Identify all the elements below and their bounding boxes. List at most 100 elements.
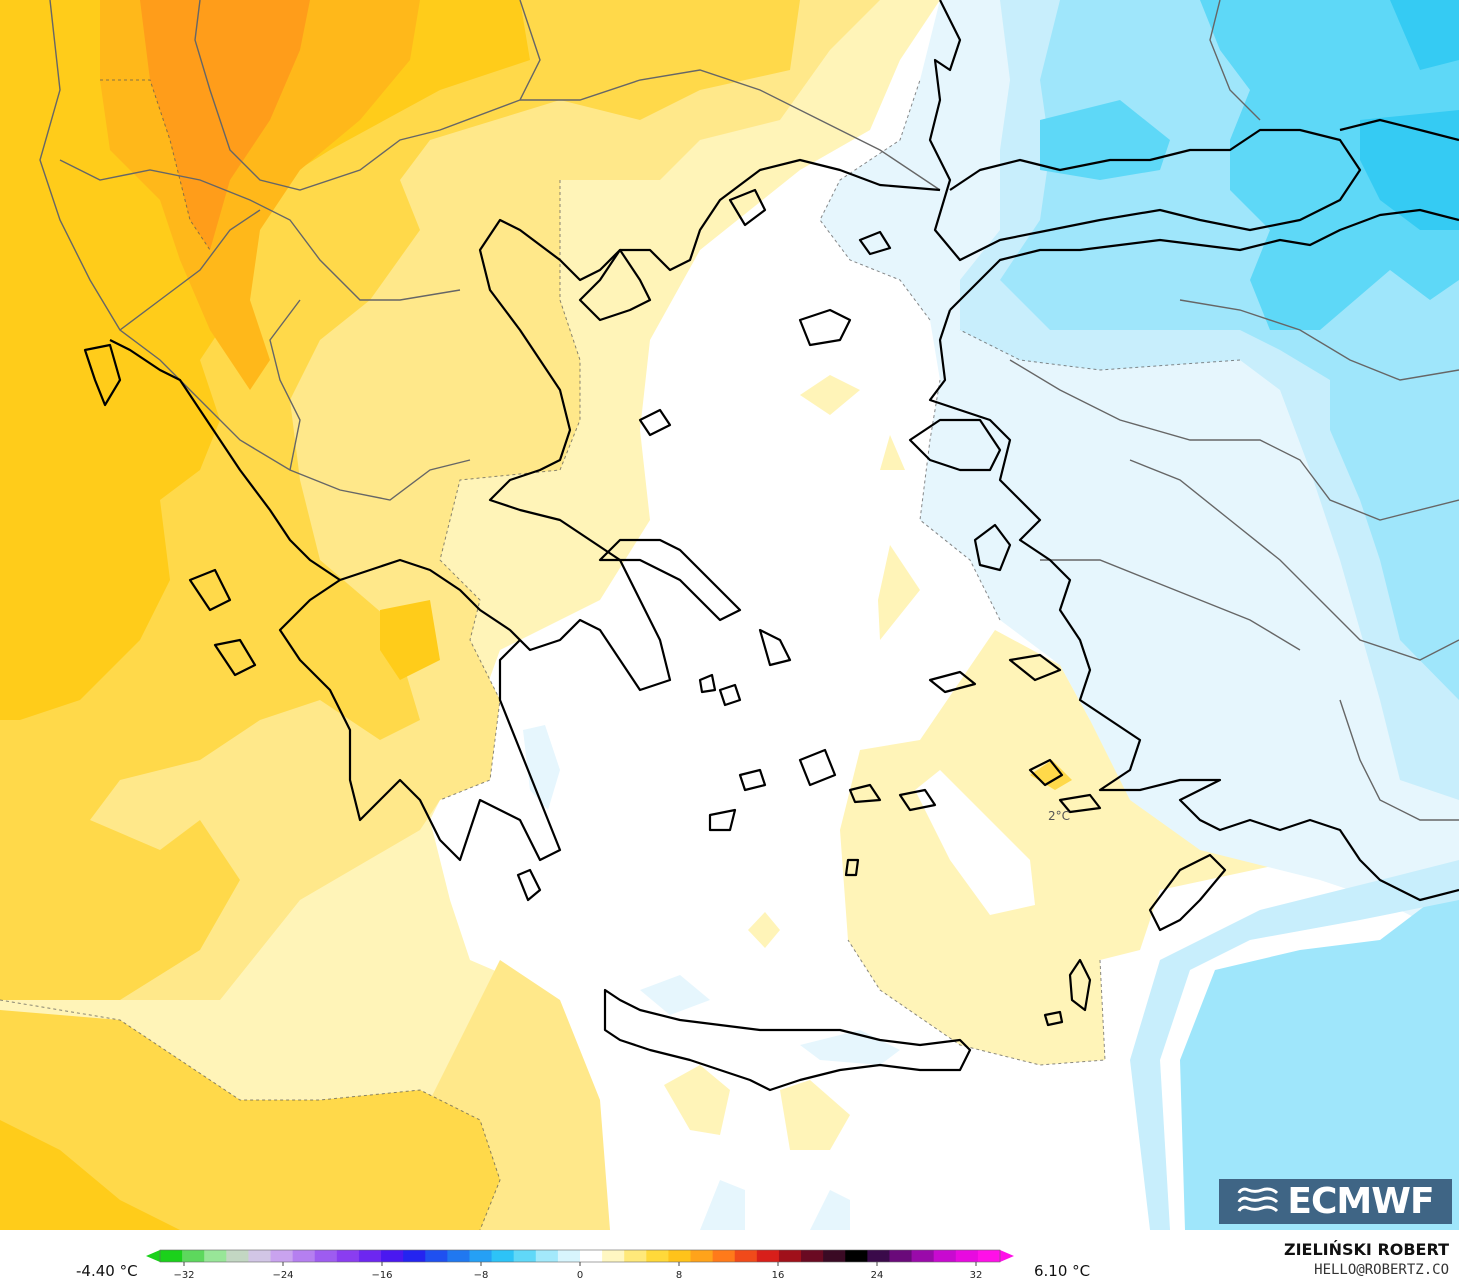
field-gold-west bbox=[0, 0, 530, 1230]
coast-thasos bbox=[728, 188, 767, 227]
coast-lemnos bbox=[798, 308, 852, 347]
scale-cell bbox=[469, 1250, 493, 1262]
scale-tick-label: −32 bbox=[173, 1270, 194, 1281]
scale-tick-label: 16 bbox=[772, 1270, 785, 1281]
scale-cell bbox=[403, 1250, 426, 1262]
scale-cell bbox=[911, 1250, 935, 1262]
scale-cell bbox=[381, 1250, 404, 1262]
coast-rhodes bbox=[1148, 853, 1227, 932]
scale-cell bbox=[182, 1250, 205, 1262]
coast-leros bbox=[1028, 758, 1064, 787]
field-orange bbox=[140, 0, 310, 250]
scale-cell bbox=[801, 1250, 824, 1262]
coast-crete bbox=[603, 988, 972, 1092]
field-pale-yellow-dodecanese bbox=[840, 630, 1355, 1065]
patch-yellow-center bbox=[1030, 760, 1072, 790]
patch-pale-yellow-2 bbox=[880, 435, 905, 470]
scale-cell bbox=[778, 1250, 802, 1262]
coast-astypalea bbox=[898, 788, 937, 812]
coast-ikaria bbox=[928, 670, 977, 694]
center-temperature-label: 2°C bbox=[1048, 809, 1070, 823]
coast-kefalonia bbox=[188, 568, 232, 612]
scale-cell bbox=[226, 1250, 249, 1262]
author-contact: HELLO@ROBERTZ.CO bbox=[1314, 1262, 1449, 1278]
scale-cell bbox=[712, 1250, 736, 1262]
scale-cell bbox=[867, 1250, 890, 1262]
patch-blue-pale-1 bbox=[523, 725, 560, 810]
coast-anatolia-west bbox=[928, 309, 1459, 902]
coast-kasos bbox=[1043, 1010, 1064, 1027]
coast-santorini bbox=[844, 858, 860, 877]
scale-tick-label: −16 bbox=[371, 1270, 392, 1281]
scale-cell bbox=[248, 1250, 272, 1262]
scale-cell bbox=[646, 1250, 669, 1262]
coast-naxos bbox=[798, 748, 837, 787]
scale-cell bbox=[204, 1250, 227, 1262]
coast-corfu bbox=[83, 343, 122, 407]
scale-cell bbox=[845, 1250, 868, 1262]
scale-tick-label: −8 bbox=[474, 1270, 489, 1281]
scale-cell bbox=[690, 1250, 714, 1262]
scale-tick-label: 0 bbox=[577, 1270, 583, 1281]
patch-pale-yellow-5 bbox=[664, 1065, 730, 1135]
scale-cell bbox=[756, 1250, 780, 1262]
coast-amorgos bbox=[848, 783, 882, 804]
min-temperature-value: -4.40 °C bbox=[76, 1262, 138, 1280]
ecmwf-logo-icon bbox=[1237, 1187, 1279, 1212]
scale-cell bbox=[933, 1250, 957, 1262]
scale-tick-label: −24 bbox=[272, 1270, 293, 1281]
scale-arrow-right bbox=[1000, 1250, 1014, 1262]
coast-chios bbox=[973, 523, 1012, 572]
patch-pale-yellow-6 bbox=[780, 1080, 850, 1150]
coast-south-marmara bbox=[949, 208, 1459, 311]
patch-pale-yellow-3 bbox=[878, 545, 920, 640]
scale-cell bbox=[668, 1250, 692, 1262]
scale-cell bbox=[602, 1250, 625, 1262]
coast-kythira bbox=[516, 868, 542, 902]
scale-cell bbox=[955, 1250, 979, 1262]
scale-cell bbox=[425, 1250, 448, 1262]
coastlines bbox=[83, 0, 1459, 1092]
patch-pale-yellow-4 bbox=[748, 912, 780, 948]
patch-blue-pale-5 bbox=[810, 1190, 850, 1230]
coast-zakynthos bbox=[213, 638, 257, 677]
scale-tick-label: 24 bbox=[871, 1270, 884, 1281]
isotherm-lines bbox=[0, 79, 1241, 1230]
coast-samos bbox=[1008, 653, 1062, 682]
field-cyan-east bbox=[1040, 0, 1459, 330]
coast-chalkidiki bbox=[578, 248, 652, 322]
scale-cell bbox=[580, 1250, 603, 1262]
scale-cell bbox=[535, 1250, 559, 1262]
scale-cell bbox=[270, 1250, 294, 1262]
coast-cyclades-1 bbox=[718, 683, 742, 707]
scale-cell bbox=[889, 1250, 913, 1262]
scale-tick-label: 32 bbox=[970, 1270, 983, 1281]
legend-footer: -4.40 °C −32 −24 −16 −8 0 8 16 24 32 6.10 °C ZIE… bbox=[0, 1230, 1459, 1287]
scale-tick-label: 8 bbox=[676, 1270, 682, 1281]
scale-cell bbox=[513, 1250, 537, 1262]
max-temperature-value: 6.10 °C bbox=[1034, 1262, 1091, 1280]
coast-lesbos bbox=[908, 418, 1002, 472]
scale-cell bbox=[823, 1250, 846, 1262]
coast-peloponnese bbox=[278, 579, 562, 862]
coast-kos bbox=[1058, 793, 1102, 814]
temperature-map: 2°C bbox=[0, 0, 1459, 1230]
coast-cyclades-3 bbox=[708, 808, 737, 832]
scale-cell bbox=[160, 1250, 183, 1262]
patch-blue-pale-4 bbox=[700, 1180, 745, 1230]
patch-white-dodecanese bbox=[915, 770, 1035, 915]
scale-cell bbox=[336, 1250, 360, 1262]
coast-samothrace bbox=[858, 230, 892, 256]
patch-blue-pale-2 bbox=[640, 975, 710, 1015]
scale-cell bbox=[292, 1250, 316, 1262]
color-scale: −32 −24 −16 −8 0 8 16 24 32 bbox=[146, 1249, 1014, 1281]
color-scale-ticks: −32 −24 −16 −8 0 8 16 24 32 bbox=[173, 1262, 982, 1281]
scale-cell bbox=[491, 1250, 515, 1262]
scale-cell bbox=[734, 1250, 758, 1262]
field-blue-pale-south bbox=[1130, 860, 1459, 1230]
coast-cyclades-4 bbox=[738, 768, 767, 792]
scale-cell bbox=[624, 1250, 647, 1262]
logo-text: ECMWF bbox=[1287, 1181, 1434, 1222]
coast-sporades bbox=[638, 408, 672, 437]
coast-karpathos bbox=[1068, 958, 1092, 1012]
